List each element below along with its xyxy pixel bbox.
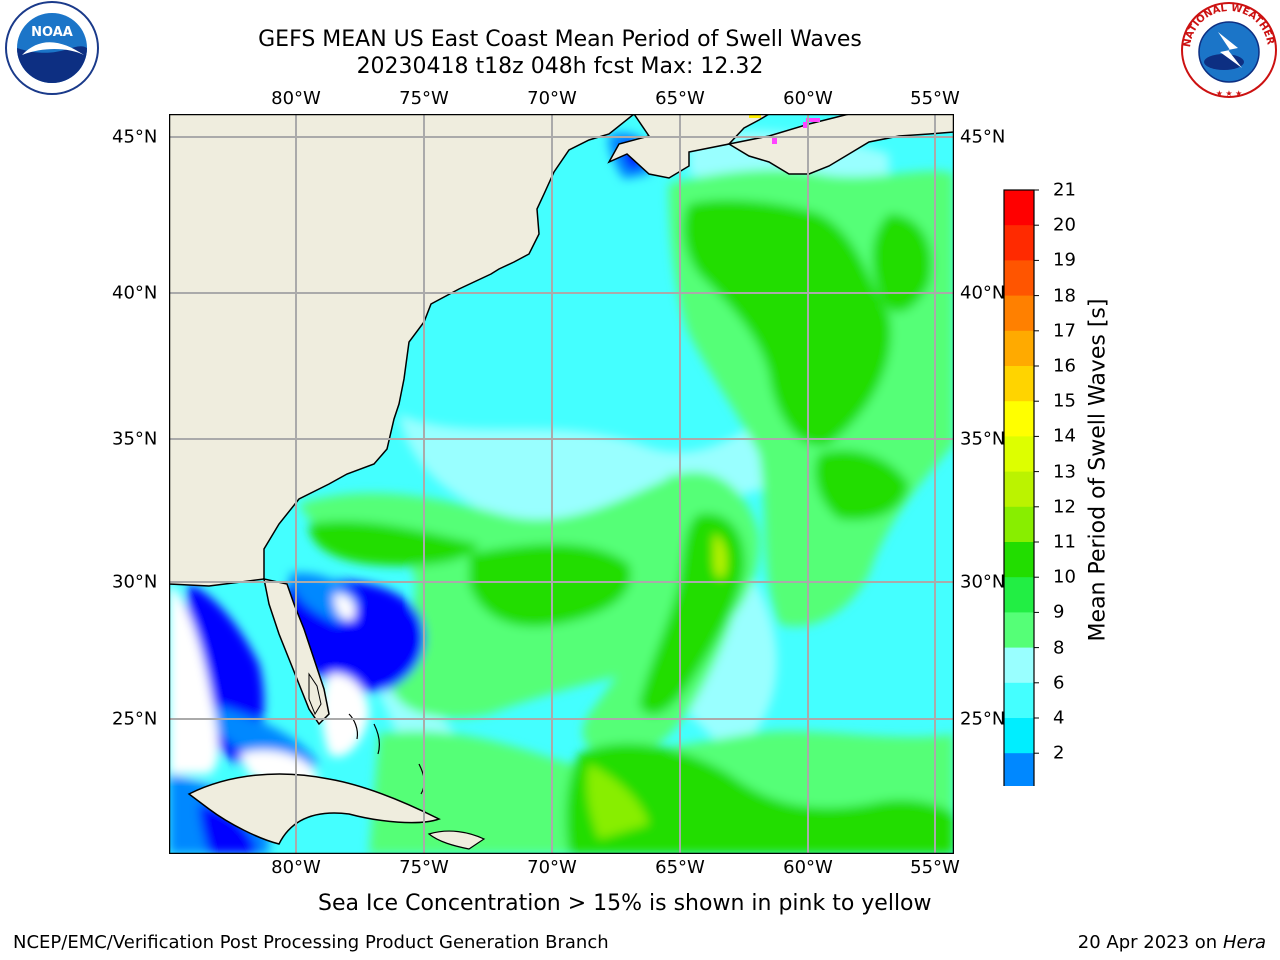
- noaa-logo-text: NOAA: [31, 25, 73, 40]
- colorbar-tick-label: 16: [1053, 355, 1076, 377]
- colorbar-tick-label: 9: [1053, 601, 1065, 623]
- colorbar-segment: [1004, 577, 1034, 613]
- colorbar-tick-label: 19: [1053, 249, 1076, 271]
- lat-label-right: 35°N: [960, 428, 1006, 450]
- lon-label-bottom: 80°W: [271, 857, 321, 878]
- credit-branch: NCEP/EMC/Verification Post Processing Pr…: [13, 932, 609, 953]
- colorbar-tick-label: 14: [1053, 425, 1076, 447]
- colorbar-segment: [1004, 260, 1034, 297]
- map-title: GEFS MEAN US East Coast Mean Period of S…: [258, 27, 862, 52]
- lon-label-bottom: 70°W: [527, 857, 577, 878]
- colorbar-segment: [1004, 612, 1034, 649]
- lon-label-top: 60°W: [783, 88, 833, 109]
- colorbar-tick-label: 15: [1053, 390, 1076, 412]
- colorbar-segment: [1004, 190, 1034, 226]
- lon-label-top: 75°W: [399, 88, 449, 109]
- lon-label-bottom: 65°W: [655, 857, 705, 878]
- colorbar-tick-label: 21: [1053, 179, 1076, 201]
- sea-ice-note: Sea Ice Concentration > 15% is shown in …: [318, 891, 932, 916]
- colorbar-tick-label: 17: [1053, 320, 1076, 342]
- lat-label-left: 35°N: [112, 428, 158, 450]
- colorbar-tick-label: 8: [1053, 637, 1065, 659]
- colorbar-tick-label: 4: [1053, 707, 1065, 729]
- colorbar-segment: [1004, 366, 1034, 402]
- lon-label-bottom: 75°W: [399, 857, 449, 878]
- lon-label-top: 65°W: [655, 88, 705, 109]
- lat-label-right: 45°N: [960, 126, 1006, 148]
- lon-label-bottom: 55°W: [910, 857, 960, 878]
- lon-label-top: 55°W: [910, 88, 960, 109]
- lat-label-right: 25°N: [960, 708, 1006, 730]
- colorbar-tick-label: 6: [1053, 672, 1065, 694]
- graticule: [169, 114, 954, 854]
- lon-label-bottom: 60°W: [783, 857, 833, 878]
- colorbar-segment: [1004, 506, 1034, 543]
- colorbar-tick-label: 2: [1053, 742, 1065, 764]
- colorbar-segment: [1004, 542, 1034, 578]
- nws-logo-icon: NATIONAL WEATHER SERVICE ★ ★ ★: [1178, 0, 1277, 98]
- colorbar-tick-label: 11: [1053, 531, 1076, 553]
- credit-date-text: 20 Apr 2023 on: [1077, 932, 1223, 953]
- colorbar-segment: [1004, 753, 1034, 786]
- map-frame: [169, 114, 954, 854]
- cuba-land: [187, 773, 441, 845]
- lat-label-left: 45°N: [112, 126, 158, 148]
- colorbar-segment: [1004, 718, 1034, 754]
- colorbar-segment: [1004, 401, 1034, 437]
- credit-host: Hera: [1222, 932, 1266, 953]
- colorbar-frame: [1003, 189, 1035, 786]
- swell-period-map: [169, 114, 954, 854]
- lat-label-left: 30°N: [112, 571, 158, 593]
- colorbar-tick-label: 10: [1053, 566, 1076, 588]
- colorbar-segment: [1004, 647, 1034, 684]
- colorbar-tick-label: 20: [1053, 214, 1076, 236]
- colorbar-label: Mean Period of Swell Waves [s]: [1085, 298, 1111, 642]
- colorbar-segment: [1004, 295, 1034, 332]
- lat-label-left: 40°N: [112, 282, 158, 304]
- lat-label-left: 25°N: [112, 708, 158, 730]
- colorbar-segment: [1004, 330, 1034, 367]
- svg-text:★ ★ ★: ★ ★ ★: [1216, 89, 1243, 98]
- noaa-logo-icon: NOAA: [5, 1, 99, 95]
- map-subtitle: 20230418 t18z 048h fcst Max: 12.32: [356, 54, 764, 79]
- colorbar-segment: [1004, 436, 1034, 473]
- lon-label-top: 70°W: [527, 88, 577, 109]
- lon-label-top: 80°W: [271, 88, 321, 109]
- lat-label-right: 30°N: [960, 571, 1006, 593]
- colorbar-tick-label: 13: [1053, 461, 1076, 483]
- maritime-land: [726, 114, 954, 175]
- lat-label-right: 40°N: [960, 282, 1006, 304]
- credit-date: 20 Apr 2023 on Hera: [1078, 932, 1266, 953]
- colorbar-segment: [1004, 471, 1034, 508]
- colorbar-tick-label: 12: [1053, 496, 1076, 518]
- colorbar-segment: [1004, 682, 1034, 719]
- colorbar: [1003, 189, 1039, 786]
- colorbar-segment: [1004, 225, 1034, 261]
- colorbar-tick-label: 18: [1053, 285, 1076, 307]
